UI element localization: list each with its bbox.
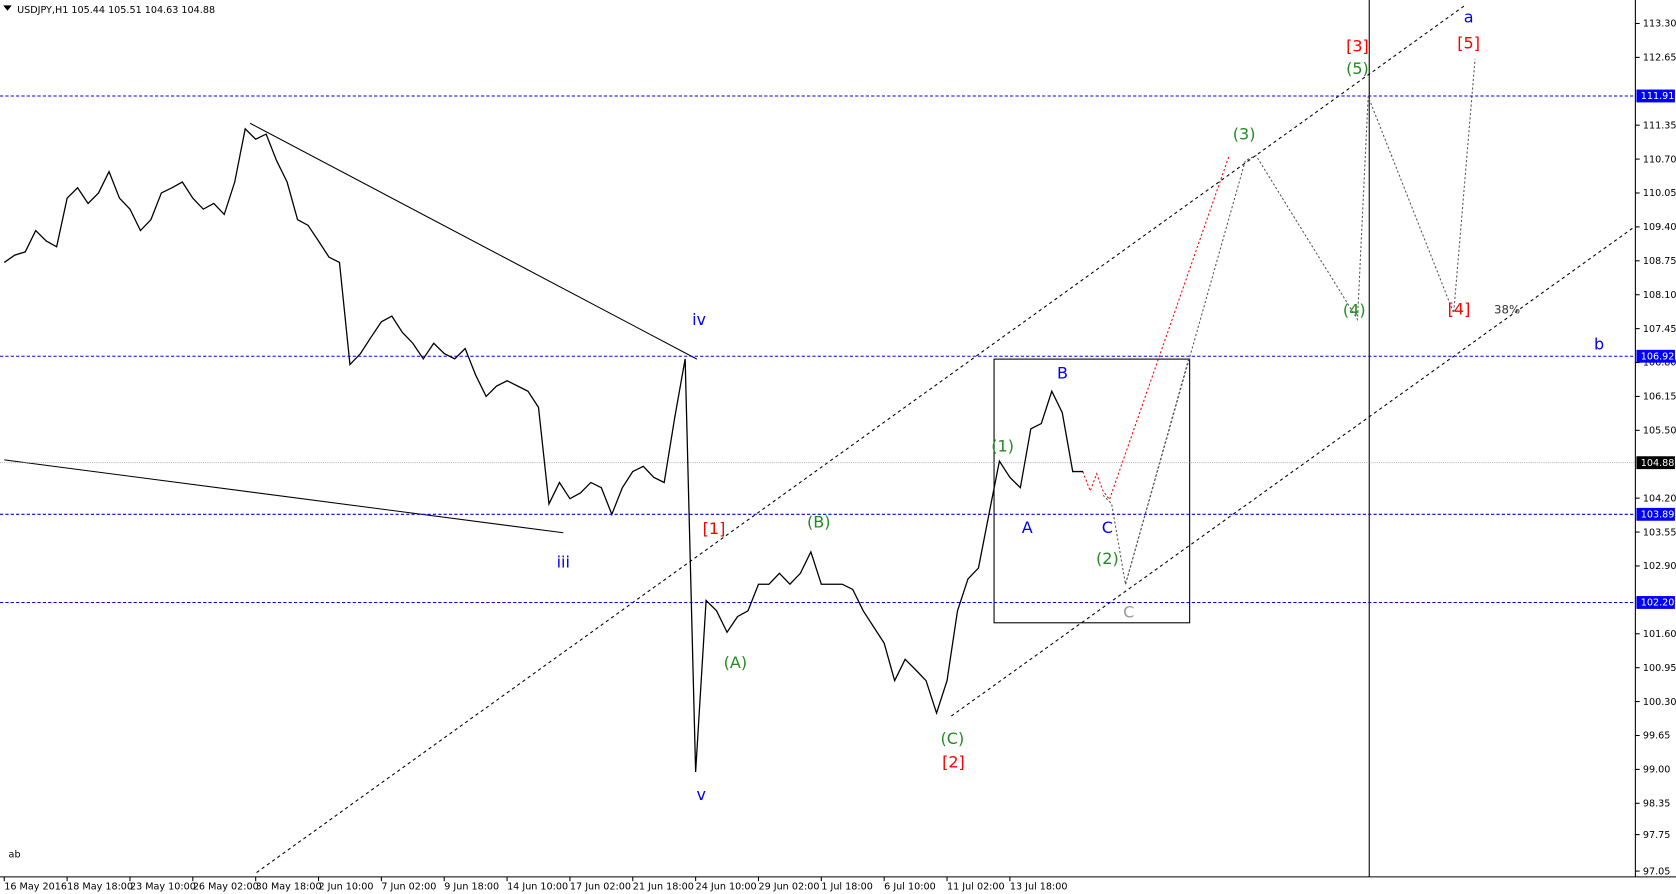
level-box	[1636, 507, 1675, 521]
projection-gray	[1125, 358, 1190, 585]
level-label: 104.88	[1641, 458, 1675, 469]
x-tick-label: 17 Jun 02:00	[570, 882, 631, 893]
x-tick-label: 30 May 18:00	[256, 882, 322, 893]
y-tick-label: 106.80	[1643, 358, 1676, 369]
y-tick-label: 99.65	[1643, 731, 1671, 742]
corner-label: ab	[9, 850, 21, 861]
x-tick-label: 2 Jun 10:00	[319, 882, 374, 893]
drawings	[4, 0, 1636, 877]
y-tick-label: 103.55	[1643, 527, 1676, 538]
level-label: 111.91	[1641, 91, 1675, 102]
wave-label: [4]	[1448, 299, 1471, 318]
x-tick-label: 11 Jul 02:00	[947, 882, 1005, 893]
wave-label: b	[1594, 335, 1604, 354]
level-label: 103.89	[1641, 510, 1675, 521]
wave-label: (4)	[1343, 300, 1366, 319]
wave-label: v	[696, 785, 706, 804]
wave-label: [2]	[942, 753, 965, 772]
y-tick-label: 101.60	[1643, 629, 1676, 640]
y-tick-label: 100.30	[1643, 697, 1676, 708]
level-label: 102.20	[1641, 598, 1675, 609]
level-box	[1636, 456, 1675, 470]
menu-triangle	[3, 5, 12, 11]
y-tick-label: 97.05	[1643, 866, 1671, 877]
x-tick-label: 6 Jul 10:00	[884, 882, 936, 893]
wave-label: (A)	[724, 653, 747, 672]
x-tick-label: 7 Jun 02:00	[381, 882, 436, 893]
wave-label: (1)	[991, 436, 1014, 455]
channel-line	[950, 225, 1636, 717]
level-box	[1636, 89, 1675, 103]
y-tick-label: 109.40	[1643, 222, 1676, 233]
projection-red	[1082, 155, 1230, 501]
x-tick-label: 9 Jun 18:00	[444, 882, 499, 893]
x-tick-label: 23 May 10:00	[130, 882, 196, 893]
wave-label: B	[1057, 364, 1068, 383]
x-tick-label: 1 Jul 18:00	[821, 882, 873, 893]
level-label: 106.92	[1641, 351, 1675, 362]
wave-label: (C)	[941, 729, 965, 748]
x-tick-label: 14 Jun 10:00	[507, 882, 568, 893]
wave-label: [3]	[1346, 37, 1369, 56]
y-tick-label: 110.05	[1643, 188, 1676, 199]
y-tick-label: 111.35	[1643, 120, 1676, 131]
y-tick-label: 108.75	[1643, 256, 1676, 267]
y-tick-label: 102.90	[1643, 561, 1676, 572]
price-line	[3, 127, 1084, 773]
projection-gray	[1102, 58, 1476, 585]
x-tick-label: 26 May 02:00	[193, 882, 259, 893]
x-tick-label: 13 Jul 18:00	[1010, 882, 1068, 893]
wave-label: C	[1102, 518, 1113, 537]
y-tick-label: 104.20	[1643, 493, 1676, 504]
wave-label: 38%	[1494, 302, 1520, 316]
y-tick-label: 106.15	[1643, 392, 1676, 403]
wave-label: A	[1022, 518, 1033, 537]
y-tick-label: 97.75	[1643, 830, 1671, 841]
wave-label: iv	[692, 310, 706, 329]
wave-label: (2)	[1096, 549, 1119, 568]
y-tick-label: 107.45	[1643, 324, 1676, 335]
y-tick-label: 110.70	[1643, 154, 1676, 165]
chart-title: USDJPY,H1 105.44 105.51 104.63 104.88	[17, 5, 215, 16]
y-tick-label: 105.50	[1643, 426, 1676, 437]
x-tick-label: 16 May 2016	[4, 882, 67, 893]
y-tick-label: 100.95	[1643, 663, 1676, 674]
x-tick-label: 21 Jun 18:00	[633, 882, 694, 893]
level-box	[1636, 349, 1675, 363]
wave-label: a	[1464, 8, 1474, 27]
y-tick-label: 113.30	[1643, 19, 1676, 30]
wave-label: [5]	[1457, 33, 1480, 52]
x-tick-label: 18 May 18:00	[67, 882, 133, 893]
wave-label: iii	[557, 552, 570, 571]
wave-label: (B)	[807, 513, 830, 532]
wave-label: [1]	[703, 519, 726, 538]
annotations: iv iii v [1] (A) (B) (C) [2] (1) A B C (…	[557, 8, 1605, 804]
trend-line	[4, 459, 564, 534]
x-tick-label: 24 Jun 10:00	[696, 882, 757, 893]
y-tick-label: 108.10	[1643, 290, 1676, 301]
trend-line	[249, 122, 698, 360]
x-tick-label: 29 Jun 02:00	[758, 882, 819, 893]
y-tick-label: 112.65	[1643, 53, 1676, 64]
channel-line	[256, 3, 1467, 873]
level-box	[1636, 596, 1675, 609]
wave-label: C	[1123, 603, 1134, 622]
y-tick-label: 98.35	[1643, 799, 1671, 810]
wave-label: (5)	[1346, 59, 1369, 78]
y-tick-label: 99.00	[1643, 765, 1671, 776]
wave-label: (3)	[1233, 125, 1256, 144]
